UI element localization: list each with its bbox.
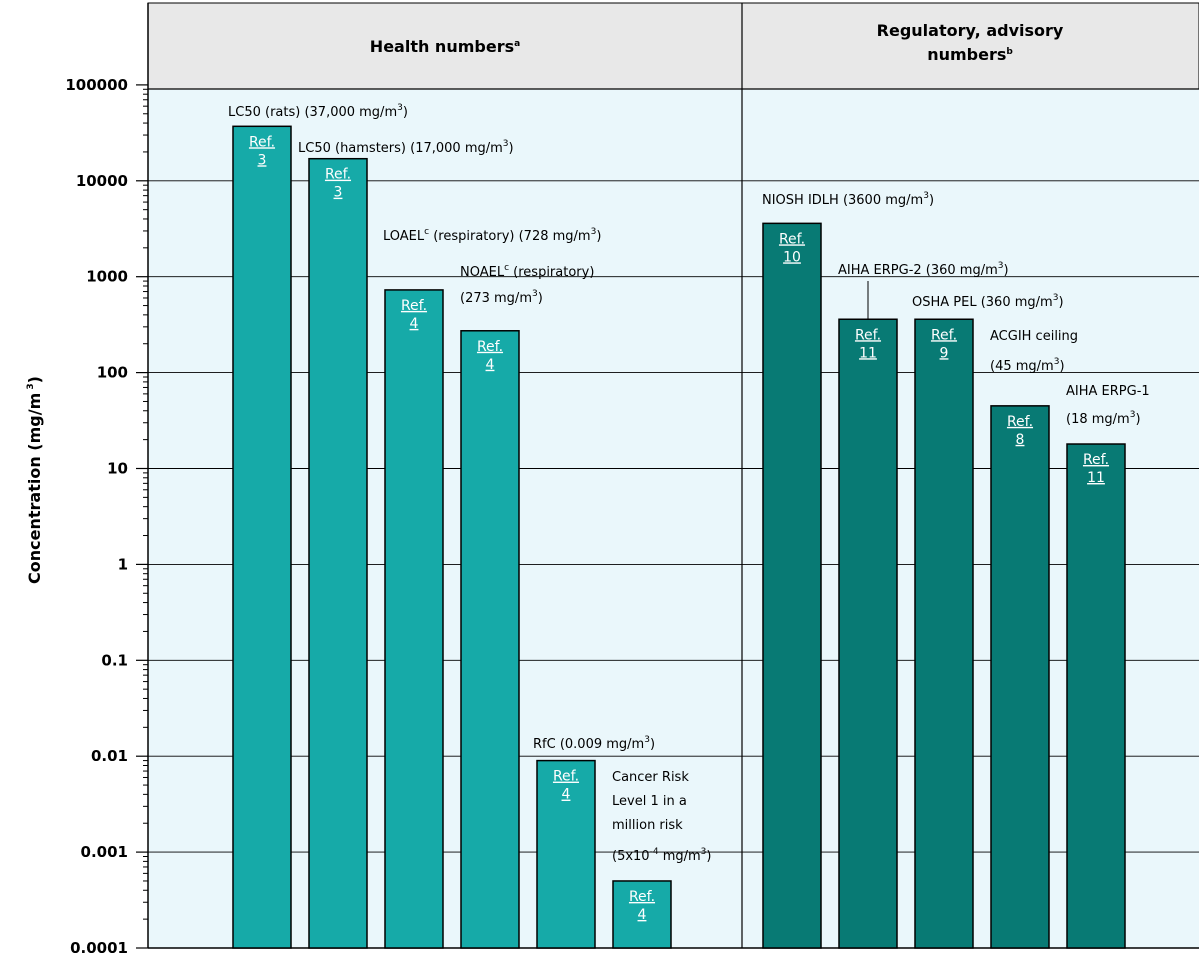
ref-link[interactable]: Ref. [779, 231, 805, 247]
y-tick-label: 0.1 [101, 651, 128, 669]
y-tick-labels: 100000 10000 1000 100 10 1 0.1 0.01 0.001 0.0001 [65, 76, 128, 957]
ref-link[interactable]: Ref. [855, 327, 881, 343]
data-label: NIOSH IDLH (3600 mg/m3) [762, 191, 934, 208]
ref-link[interactable]: Ref. [249, 134, 275, 150]
y-ticks [136, 84, 148, 949]
ref-link[interactable]: Ref. [325, 167, 351, 183]
data-label: ACGIH ceiling [990, 329, 1078, 344]
ref-number[interactable]: 3 [258, 152, 267, 168]
data-label: (273 mg/m3) [460, 289, 543, 306]
ref-link[interactable]: Ref. [1007, 414, 1033, 430]
ref-number[interactable]: 4 [410, 316, 419, 332]
bar [536, 759, 596, 949]
ref-link[interactable]: Ref. [1083, 452, 1109, 468]
bar [838, 318, 898, 949]
bar [460, 330, 520, 949]
ref-link[interactable]: Ref. [931, 327, 957, 343]
data-label: LC50 (rats) (37,000 mg/m3) [228, 103, 408, 120]
ref-number[interactable]: 10 [783, 249, 801, 265]
data-label: LOAELc (respiratory) (728 mg/m3) [383, 227, 601, 244]
ref-number[interactable]: 4 [562, 787, 571, 803]
bar-annotations: LC50 (rats) (37,000 mg/m3) LC50 (hamsters… [228, 103, 1150, 864]
bar [762, 222, 822, 949]
group-header-health: Health numbersa [370, 37, 520, 56]
y-tick-label: 10 [107, 460, 128, 478]
y-tick-label: 0.001 [81, 843, 128, 861]
data-label: AIHA ERPG-1 [1066, 384, 1150, 399]
y-tick-label: 0.01 [91, 747, 128, 765]
bar [1066, 443, 1126, 949]
group-header-regulatory-line2: numbersb [927, 45, 1013, 64]
y-tick-label: 1000 [86, 268, 128, 286]
y-tick-label: 100000 [65, 76, 128, 94]
data-label: Cancer Risk [612, 770, 689, 785]
ref-number[interactable]: 11 [859, 345, 877, 361]
y-tick-label: 10000 [76, 172, 128, 190]
y-tick-label: 100 [97, 364, 128, 382]
ref-number[interactable]: 11 [1087, 470, 1105, 486]
bars: Ref. 3 Ref. 3 Ref. 4 Ref. 4 Ref. 4 Ref. 4 Ref. 10 Ref.… [232, 125, 1126, 949]
data-label: RfC (0.009 mg/m3) [533, 735, 655, 752]
y-tick-label: 0.0001 [70, 939, 128, 957]
data-label: million risk [612, 818, 683, 833]
ref-number[interactable]: 8 [1016, 432, 1025, 448]
ref-number[interactable]: 4 [486, 357, 495, 373]
y-axis-label: Concentration (mg/m 3) [25, 376, 44, 584]
data-label: LC50 (hamsters) (17,000 mg/m3) [298, 139, 514, 156]
bar [990, 405, 1050, 949]
y-tick-label: 1 [118, 555, 128, 573]
data-label: (5x10-4 mg/m3) [612, 847, 711, 864]
data-label: (18 mg/m3) [1066, 410, 1141, 427]
bar [308, 157, 368, 949]
bar [384, 289, 444, 949]
data-label: (45 mg/m3) [990, 357, 1065, 374]
data-label: Level 1 in a [612, 794, 687, 809]
ref-link[interactable]: Ref. [401, 298, 427, 314]
bar [914, 318, 974, 949]
ref-link[interactable]: Ref. [629, 889, 655, 905]
ref-number[interactable]: 4 [638, 907, 647, 923]
ref-number[interactable]: 9 [940, 345, 949, 361]
data-label: AIHA ERPG-2 (360 mg/m3) [838, 261, 1009, 278]
ref-link[interactable]: Ref. [477, 339, 503, 355]
ref-number[interactable]: 3 [334, 185, 343, 201]
data-label: NOAELc (respiratory) [460, 263, 594, 280]
bar [232, 125, 292, 949]
group-header-regulatory: Regulatory, advisory [877, 21, 1064, 40]
ref-link[interactable]: Ref. [553, 769, 579, 785]
bar [612, 880, 672, 949]
data-label: OSHA PEL (360 mg/m3) [912, 293, 1064, 310]
header-band [147, 2, 1199, 90]
